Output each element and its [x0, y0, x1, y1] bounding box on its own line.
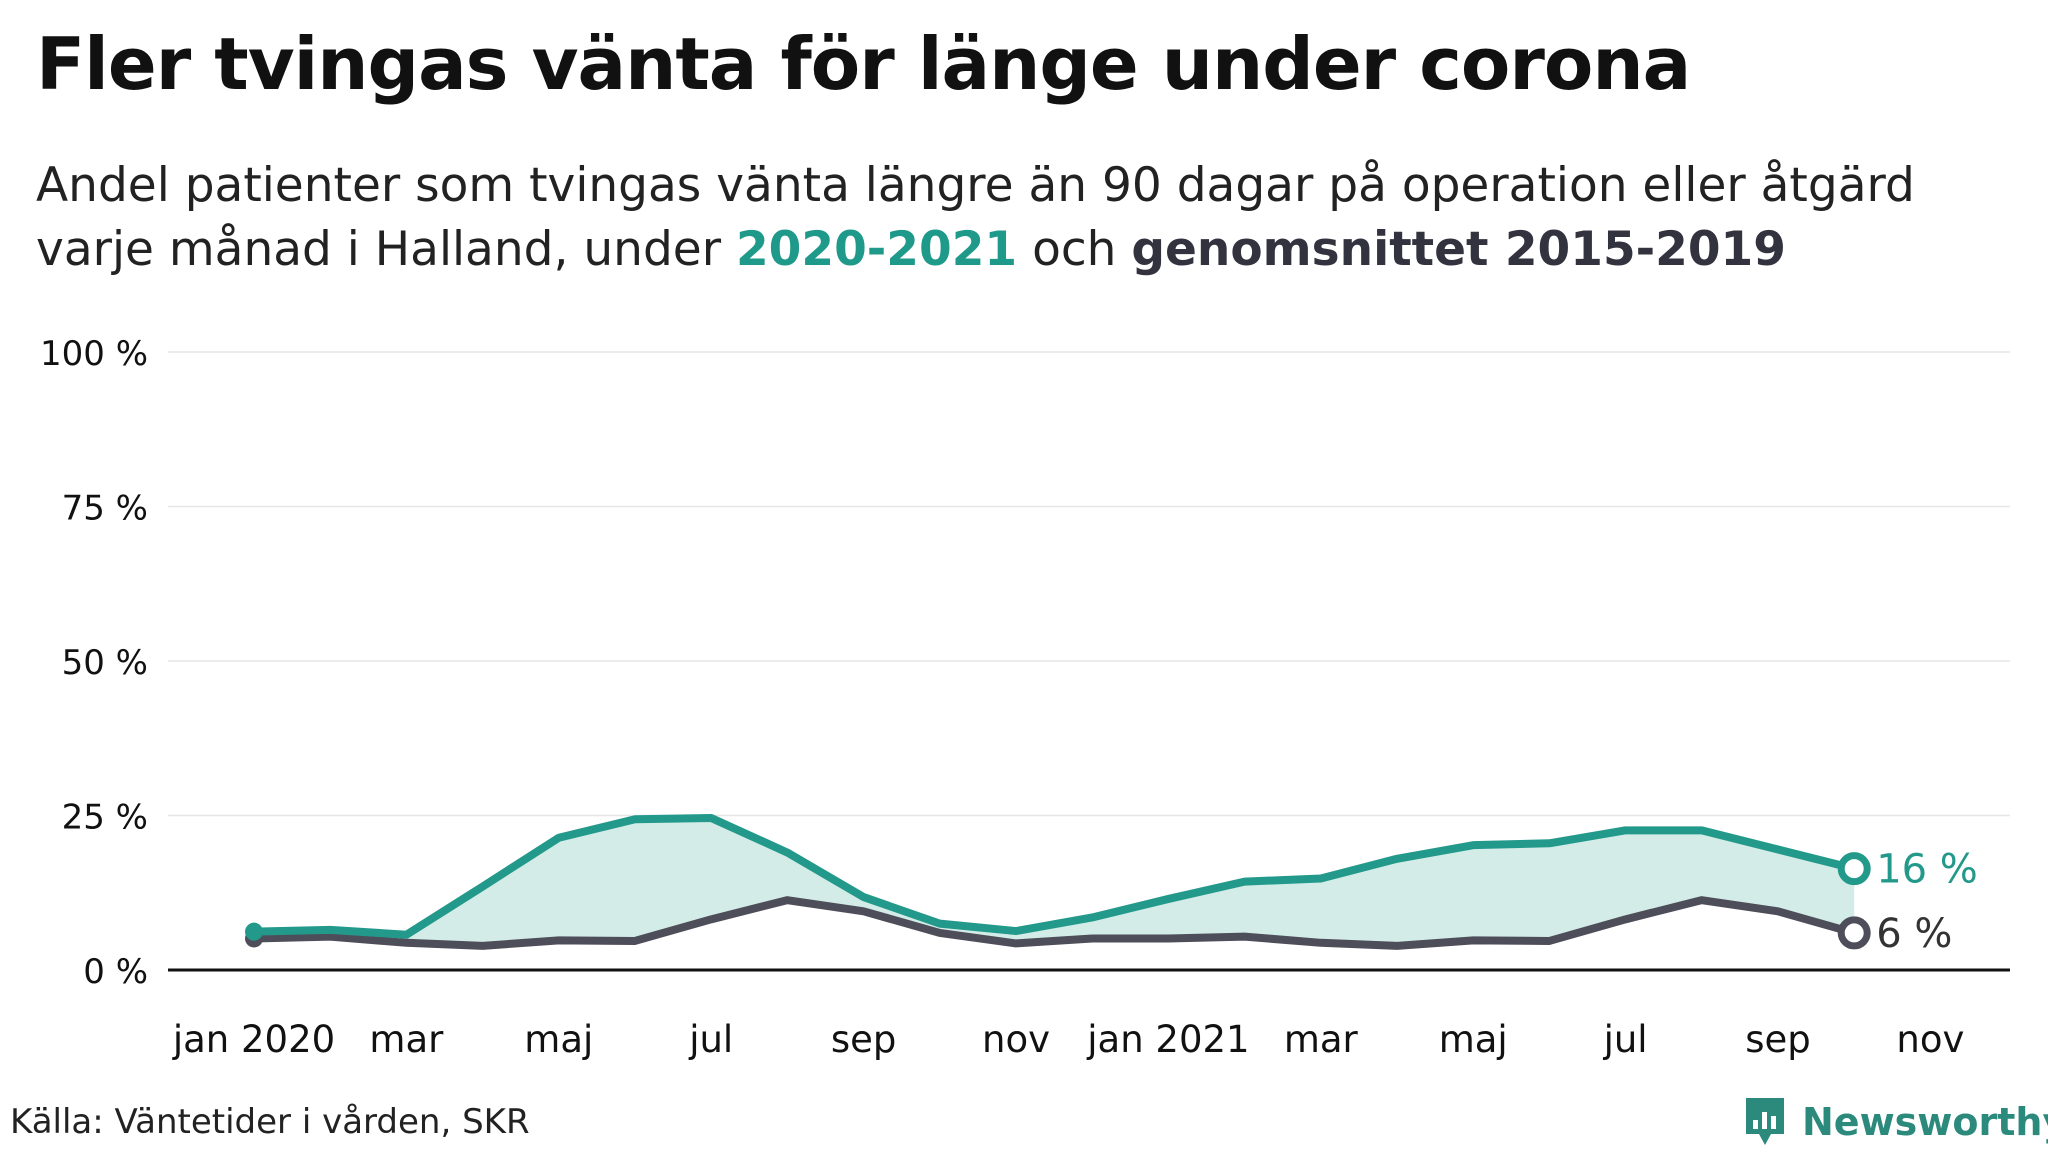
brand-name: Newsworthy [1802, 1100, 2048, 1144]
y-axis-ticks: 0 % 25 % 50 % 75 % 100 % [40, 334, 148, 992]
series-line-average [250, 896, 1859, 950]
newsworthy-logo-icon [1746, 1098, 1784, 1145]
brand: Newsworthy [1742, 1094, 2048, 1150]
source-note: Källa: Väntetider i vården, SKR [10, 1102, 530, 1142]
x-tick-label: jan 2020 [172, 1018, 335, 1061]
y-tick-label: 25 % [62, 798, 148, 838]
subtitle-highlight-2020-2021: 2020-2021 [735, 222, 1018, 277]
chart-title: Fler tvingas vänta för länge under coron… [36, 22, 1691, 106]
subtitle-highlight-average: genomsnittet 2015-2019 [1131, 222, 1786, 277]
x-tick-label: jul [688, 1018, 733, 1061]
start-point-2020-2021 [245, 922, 263, 941]
subtitle-prefix: varje månad i Halland, under [36, 222, 722, 277]
subtitle-line-2: varje månad i Halland, under 2020-2021 o… [36, 218, 2048, 282]
end-markers: 6 % 16 % [1837, 847, 1978, 957]
x-tick-label: maj [524, 1018, 593, 1061]
y-tick-label: 100 % [40, 334, 148, 374]
line-chart: 0 % 25 % 50 % 75 % 100 % jan 2020 mar maj jul se… [40, 334, 2010, 1061]
subtitle-line-1: Andel patienter som tvingas vänta längre… [36, 158, 1915, 213]
series-line-2020-2021 [250, 813, 1859, 939]
end-marker-2020-2021 [1837, 852, 1871, 886]
x-tick-label: mar [369, 1018, 444, 1061]
x-tick-label: sep [831, 1018, 897, 1061]
end-label-average: 6 % [1876, 911, 1952, 957]
x-tick-label: nov [982, 1018, 1050, 1061]
y-tick-label: 0 % [83, 952, 148, 992]
y-tick-label: 75 % [62, 489, 148, 529]
end-label-2020-2021: 16 % [1876, 847, 1978, 893]
x-tick-label: sep [1745, 1018, 1811, 1061]
x-tick-label: jan 2021 [1086, 1018, 1249, 1061]
y-tick-label: 50 % [62, 643, 148, 683]
subtitle-connector: och [1032, 222, 1117, 277]
series-lines [245, 813, 1859, 950]
x-tick-label: nov [1896, 1018, 1964, 1061]
x-axis-ticks: jan 2020 mar maj jul sep nov jan 2021 mar maj jul… [172, 1018, 1965, 1061]
x-tick-label: maj [1439, 1018, 1508, 1061]
chart-subtitle: Andel patienter som tvingas vänta längre… [36, 154, 2048, 282]
x-tick-label: jul [1603, 1018, 1648, 1061]
gridlines [168, 351, 2010, 817]
x-tick-label: mar [1284, 1018, 1359, 1061]
end-marker-average [1837, 916, 1871, 950]
